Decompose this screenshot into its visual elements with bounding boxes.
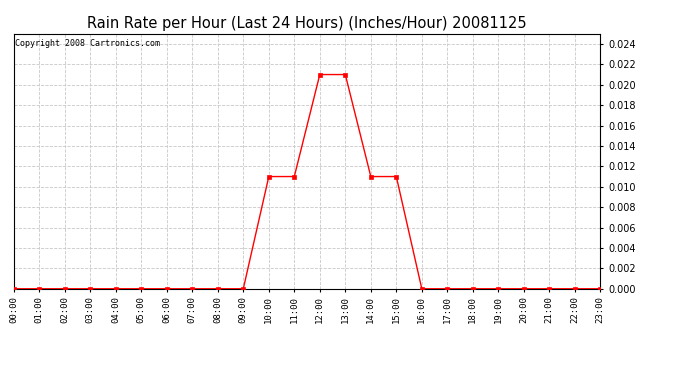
Title: Rain Rate per Hour (Last 24 Hours) (Inches/Hour) 20081125: Rain Rate per Hour (Last 24 Hours) (Inch… <box>87 16 527 31</box>
Text: Copyright 2008 Cartronics.com: Copyright 2008 Cartronics.com <box>15 39 160 48</box>
